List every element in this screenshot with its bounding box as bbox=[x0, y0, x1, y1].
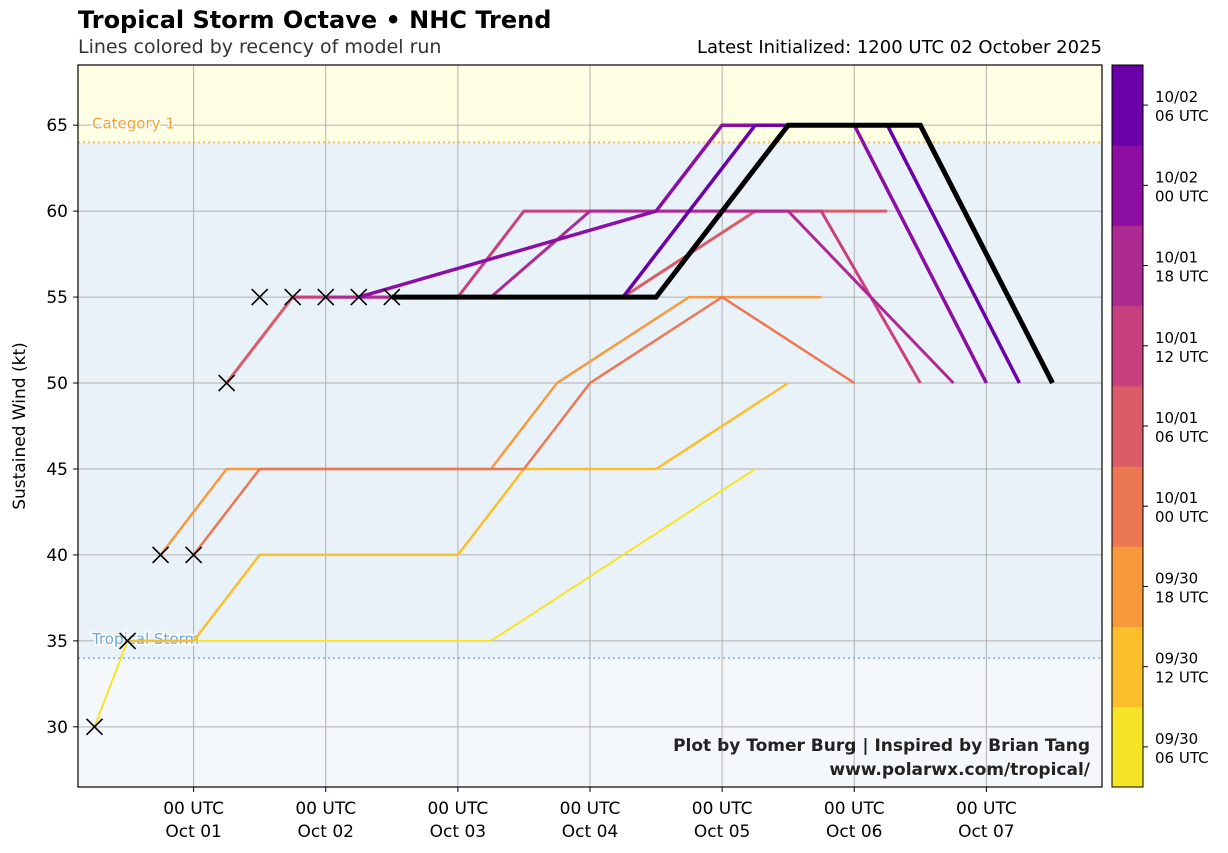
observed-marker bbox=[218, 374, 236, 392]
observed-marker bbox=[317, 288, 335, 306]
series-line bbox=[391, 122, 1055, 385]
threshold-label: Tropical Storm bbox=[91, 630, 199, 648]
observed-marker bbox=[152, 546, 170, 564]
marker-stroke bbox=[185, 546, 203, 564]
colorbar-label: 10/01 bbox=[1155, 249, 1198, 267]
y-tick-label: 35 bbox=[46, 632, 68, 652]
threshold-label: Category 1 bbox=[92, 114, 175, 132]
x-tick-label: Oct 06 bbox=[826, 822, 882, 842]
series-line bbox=[159, 295, 822, 556]
x-tick-label: 00 UTC bbox=[692, 799, 753, 819]
x-tick-label: Oct 02 bbox=[298, 822, 354, 842]
series-line bbox=[127, 381, 789, 643]
marker-stroke bbox=[284, 288, 302, 306]
x-tick-label: 00 UTC bbox=[295, 799, 356, 819]
marker-stroke bbox=[85, 718, 104, 736]
x-tick-label: Oct 01 bbox=[165, 822, 221, 842]
colorbar-label: 00 UTC bbox=[1155, 508, 1209, 526]
x-tick-label: 00 UTC bbox=[163, 799, 224, 819]
marker-stroke bbox=[317, 288, 335, 306]
colorbar-segment bbox=[1112, 145, 1143, 226]
marker-stroke bbox=[383, 288, 401, 306]
y-tick-label: 55 bbox=[46, 288, 68, 308]
chart-title: Tropical Storm Octave • NHC Trend bbox=[78, 6, 552, 34]
colorbar-segment bbox=[1112, 65, 1143, 146]
colorbar-segment bbox=[1112, 385, 1143, 467]
colorbar-label: 09/30 bbox=[1155, 650, 1198, 668]
colorbar-label: 12 UTC bbox=[1155, 669, 1209, 687]
credit-line-1: Plot by Tomer Burg | Inspired by Brian T… bbox=[673, 736, 1090, 756]
colorbar-label: 10/01 bbox=[1155, 489, 1198, 507]
colorbar-label: 10/01 bbox=[1155, 329, 1198, 347]
colorbar-label: 12 UTC bbox=[1155, 348, 1209, 366]
colorbar-label: 06 UTC bbox=[1155, 749, 1209, 767]
colorbar-segment bbox=[1112, 305, 1143, 387]
colorbar-frame bbox=[1111, 64, 1144, 788]
y-tick-label: 60 bbox=[46, 202, 68, 222]
x-tick-label: 00 UTC bbox=[824, 799, 885, 819]
latest-initialized: Latest Initialized: 1200 UTC 02 October … bbox=[696, 37, 1102, 58]
colorbar-label: 09/30 bbox=[1155, 730, 1198, 748]
colorbar-label: 18 UTC bbox=[1155, 268, 1209, 286]
colorbar-label: 10/02 bbox=[1155, 88, 1198, 106]
y-axis-label: Sustained Wind (kt) bbox=[10, 342, 30, 510]
observed-marker bbox=[383, 288, 401, 306]
marker-stroke bbox=[152, 546, 170, 564]
y-tick-label: 65 bbox=[46, 116, 68, 136]
series-line bbox=[192, 295, 855, 556]
observed-marker bbox=[118, 632, 137, 650]
x-tick-label: 00 UTC bbox=[427, 799, 488, 819]
colorbar-segment bbox=[1112, 546, 1143, 628]
y-tick-label: 30 bbox=[46, 718, 68, 738]
observed-marker bbox=[251, 288, 269, 306]
colorbar-label: 10/02 bbox=[1155, 168, 1198, 186]
colorbar-label: 06 UTC bbox=[1155, 107, 1209, 125]
x-tick-label: Oct 05 bbox=[694, 822, 750, 842]
colorbar-segment bbox=[1112, 225, 1143, 307]
marker-stroke bbox=[118, 632, 137, 650]
colorbar-segment bbox=[1112, 706, 1143, 788]
x-tick-label: Oct 03 bbox=[430, 822, 486, 842]
observed-marker bbox=[185, 546, 203, 564]
x-tick-label: 00 UTC bbox=[560, 799, 621, 819]
colorbar-label: 18 UTC bbox=[1155, 588, 1209, 606]
marker-stroke bbox=[251, 288, 269, 306]
colorbar-segment bbox=[1112, 626, 1143, 708]
x-tick-label: Oct 07 bbox=[958, 822, 1014, 842]
marker-stroke bbox=[350, 288, 368, 306]
colorbar-label: 06 UTC bbox=[1155, 428, 1209, 446]
chart-subtitle: Lines colored by recency of model run bbox=[78, 36, 442, 58]
credit-line-2: www.polarwx.com/tropical/ bbox=[829, 760, 1090, 780]
x-tick-label: 00 UTC bbox=[956, 799, 1017, 819]
observed-marker bbox=[284, 288, 302, 306]
colorbar-label: 10/01 bbox=[1155, 409, 1198, 427]
colorbar-label: 09/30 bbox=[1155, 569, 1198, 587]
observed-marker bbox=[85, 718, 104, 736]
y-tick-label: 45 bbox=[46, 460, 68, 480]
series-line bbox=[93, 468, 756, 728]
y-tick-label: 50 bbox=[46, 374, 68, 394]
colorbar-label: 00 UTC bbox=[1155, 187, 1209, 205]
colorbar-segment bbox=[1112, 466, 1143, 547]
y-tick-label: 40 bbox=[46, 546, 68, 566]
observed-marker bbox=[350, 288, 368, 306]
x-tick-label: Oct 04 bbox=[562, 822, 618, 842]
series-line bbox=[358, 123, 988, 384]
marker-stroke bbox=[218, 374, 236, 392]
